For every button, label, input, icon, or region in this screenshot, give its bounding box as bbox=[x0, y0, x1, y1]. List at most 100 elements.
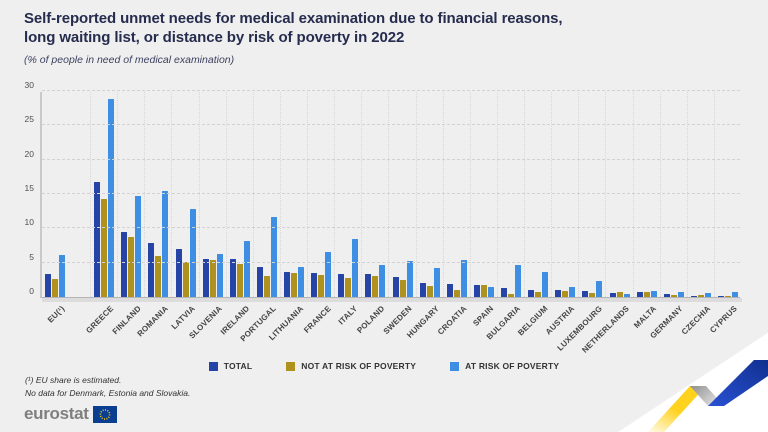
y-tick-25: 25 bbox=[24, 114, 34, 125]
bar-group-eu bbox=[45, 255, 65, 297]
vertical-gridline bbox=[415, 92, 417, 297]
bar-total bbox=[582, 290, 589, 297]
bar-at-risk-of-poverty bbox=[406, 261, 413, 297]
bar-at-risk-of-poverty bbox=[379, 265, 386, 297]
vertical-gridline bbox=[225, 92, 227, 297]
chart-subtitle: (% of people in need of medical examinat… bbox=[24, 54, 235, 66]
bar-not-at-risk-of-poverty bbox=[52, 279, 58, 297]
chart-title-line2: long waiting list, or distance by risk o… bbox=[24, 29, 405, 47]
bar-group-malta bbox=[636, 290, 657, 297]
gridline-15 bbox=[42, 193, 740, 194]
x-label-france: FRANCE bbox=[301, 304, 333, 335]
trend-ribbon-graphic bbox=[648, 360, 768, 432]
legend-swatch bbox=[450, 361, 460, 371]
vertical-gridline bbox=[252, 92, 254, 297]
bar-total bbox=[202, 258, 209, 297]
bar-total bbox=[121, 231, 128, 297]
bar-total bbox=[473, 285, 480, 297]
vertical-gridline bbox=[334, 92, 336, 297]
bar-not-at-risk-of-poverty bbox=[236, 264, 243, 297]
legend-item-total: TOTAL bbox=[208, 361, 253, 371]
bar-not-at-risk-of-poverty bbox=[426, 286, 433, 297]
bar-total bbox=[555, 290, 562, 297]
bar-at-risk-of-poverty bbox=[515, 265, 521, 297]
bar-total bbox=[419, 283, 426, 297]
bar-at-risk-of-poverty bbox=[270, 216, 277, 297]
bar-total bbox=[45, 274, 51, 297]
bar-not-at-risk-of-poverty bbox=[263, 276, 270, 297]
vertical-gridline bbox=[605, 92, 607, 297]
legend-label: AT RISK OF POVERTY bbox=[465, 361, 560, 371]
vertical-gridline bbox=[171, 92, 173, 297]
x-label-cyprus: CYPRUS bbox=[708, 304, 740, 335]
bar-total bbox=[501, 288, 507, 297]
bar-group-belgium bbox=[528, 272, 549, 297]
bar-at-risk-of-poverty bbox=[189, 209, 196, 297]
bar-group-finland bbox=[121, 196, 142, 297]
vertical-gridline bbox=[551, 92, 553, 297]
eurostat-logo-text: eurostat bbox=[24, 404, 89, 423]
bar-at-risk-of-poverty bbox=[352, 238, 359, 297]
bar-group-portugal bbox=[256, 216, 277, 297]
bar-at-risk-of-poverty bbox=[433, 268, 440, 297]
bar-total bbox=[528, 290, 535, 297]
chart-title: Self-reported unmet needs for medical ex… bbox=[24, 9, 563, 47]
bar-not-at-risk-of-poverty bbox=[562, 290, 569, 297]
gridline-25 bbox=[42, 124, 740, 126]
bar-not-at-risk-of-poverty bbox=[508, 293, 514, 297]
vertical-gridline bbox=[90, 92, 92, 297]
bar-not-at-risk-of-poverty bbox=[670, 294, 677, 297]
bar-total bbox=[311, 272, 318, 297]
vertical-gridline bbox=[524, 92, 526, 297]
bar-not-at-risk-of-poverty bbox=[643, 291, 650, 297]
chart-legend: TOTAL NOT AT RISK OF POVERTY AT RISK OF PO… bbox=[0, 361, 768, 371]
bar-group-hungary bbox=[419, 268, 440, 297]
bar-group-croatia bbox=[446, 259, 467, 297]
gridline-30 bbox=[42, 90, 740, 91]
bar-total bbox=[663, 294, 670, 297]
bar-not-at-risk-of-poverty bbox=[101, 198, 108, 297]
bar-group-spain bbox=[473, 285, 494, 297]
bar-total bbox=[446, 283, 453, 297]
vertical-gridline bbox=[469, 92, 471, 297]
vertical-gridline bbox=[144, 92, 146, 297]
bar-not-at-risk-of-poverty bbox=[616, 292, 623, 297]
bar-at-risk-of-poverty bbox=[542, 272, 549, 297]
bar-group-greece bbox=[94, 98, 115, 297]
bar-total bbox=[365, 274, 372, 297]
bar-at-risk-of-poverty bbox=[162, 190, 169, 297]
eu-flag-icon bbox=[92, 405, 117, 423]
bar-not-at-risk-of-poverty bbox=[318, 275, 325, 297]
bar-not-at-risk-of-poverty bbox=[291, 272, 297, 297]
y-tick-0: 0 bbox=[29, 286, 34, 296]
vertical-gridline bbox=[496, 92, 498, 297]
bars-row bbox=[45, 92, 738, 297]
vertical-gridline bbox=[578, 92, 580, 297]
y-tick-10: 10 bbox=[24, 217, 34, 228]
legend-swatch bbox=[208, 361, 218, 371]
x-label-czechia: CZECHIA bbox=[679, 304, 713, 337]
bar-group-ireland bbox=[229, 240, 250, 297]
bar-at-risk-of-poverty bbox=[59, 255, 65, 297]
bar-at-risk-of-poverty bbox=[704, 292, 711, 297]
bar-total bbox=[175, 248, 182, 297]
vertical-gridline bbox=[279, 92, 281, 297]
footnote-1: (¹) EU share is estimated. bbox=[25, 375, 122, 385]
x-label-eu: EU(¹) bbox=[45, 304, 67, 325]
bar-group-sweden bbox=[392, 261, 413, 297]
x-label-spain: SPAIN bbox=[471, 304, 496, 328]
vertical-gridline bbox=[713, 92, 715, 297]
bar-at-risk-of-poverty bbox=[596, 280, 603, 297]
legend-item-at-risk-of-poverty: AT RISK OF POVERTY bbox=[450, 361, 559, 371]
gridline-10 bbox=[42, 227, 740, 229]
bar-group-czechia bbox=[690, 292, 711, 297]
bar-total bbox=[609, 292, 616, 297]
bar-not-at-risk-of-poverty bbox=[345, 278, 352, 297]
x-label-netherlands: NETHERLANDS bbox=[580, 304, 631, 355]
bar-not-at-risk-of-poverty bbox=[182, 261, 189, 297]
eurostat-logo: eurostat bbox=[24, 404, 117, 424]
y-tick-5: 5 bbox=[29, 251, 34, 262]
bar-group-bulgaria bbox=[501, 265, 521, 297]
vertical-gridline bbox=[442, 92, 444, 297]
legend-item-not-at-risk-of-poverty: NOT AT RISK OF POVERTY bbox=[286, 361, 416, 371]
